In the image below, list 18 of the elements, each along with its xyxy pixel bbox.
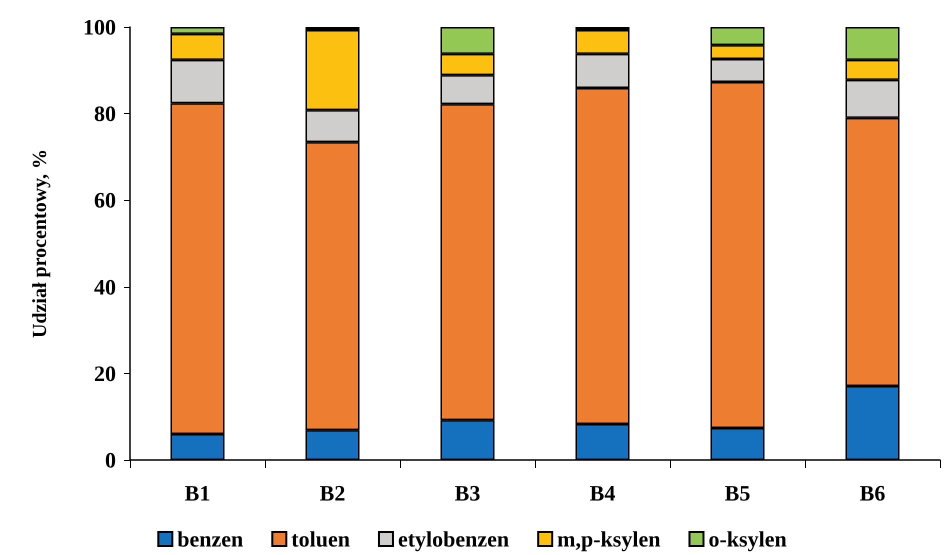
legend-label: etylobenzen: [398, 526, 510, 552]
x-tick-label: B5: [724, 480, 750, 506]
y-axis-title: Udział procentowy, %: [29, 148, 51, 338]
y-tick-label: 20: [94, 360, 116, 386]
legend-label: toluen: [291, 526, 350, 552]
x-tick-label: B1: [184, 480, 210, 506]
y-tick-label: 40: [94, 274, 116, 300]
y-tick-label: 80: [94, 101, 116, 126]
y-tick-label: 60: [94, 188, 116, 213]
x-tick-label: B2: [320, 480, 346, 506]
legend-label: benzen: [177, 526, 244, 552]
legend-label: o-ksylen: [708, 526, 787, 552]
x-tick-label: B4: [590, 480, 616, 506]
legend-label: m,p-ksylen: [557, 526, 660, 552]
x-tick-label: B6: [860, 480, 886, 506]
x-tick-label: B3: [454, 480, 480, 506]
y-tick-label: 100: [83, 14, 116, 40]
y-tick-label: 0: [105, 448, 116, 472]
